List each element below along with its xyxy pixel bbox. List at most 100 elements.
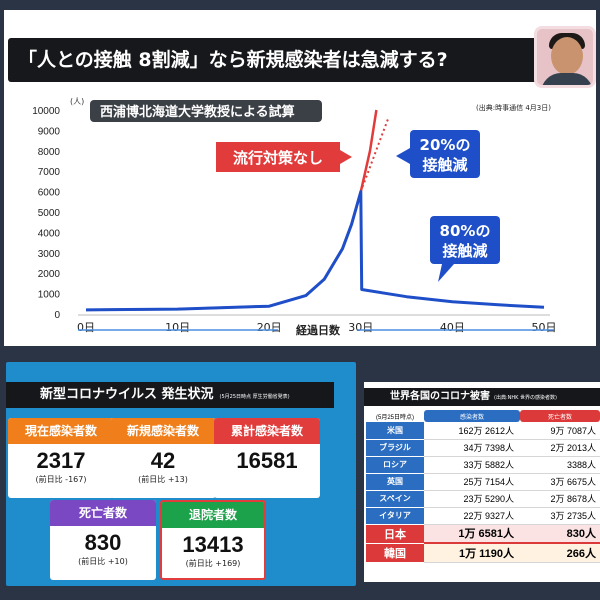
source-note: (出典:時事通信 4月3日) <box>476 103 551 112</box>
deaths-cell: 3万 2735人 <box>520 507 600 525</box>
country-cell: 米国 <box>366 422 424 440</box>
status-title: 新型コロナウイルス 発生状況 <box>40 387 214 402</box>
x-tick-label: 50日 <box>532 321 557 334</box>
table-row: 韓国 1万 1190人 266人 <box>366 543 600 563</box>
series-line-1 <box>85 109 378 312</box>
presenter-face <box>551 37 583 75</box>
country-cell: スペイン <box>366 490 424 508</box>
table-row: 米国 162万 2612人 9万 7087人 <box>366 422 600 440</box>
y-tick-label: 6000 <box>38 188 61 199</box>
chart-series <box>85 109 545 312</box>
card-value: 830 <box>84 530 122 555</box>
infected-cell: 25万 7154人 <box>424 473 520 491</box>
country-cell: 日本 <box>366 524 424 544</box>
deaths-cell: 2万 2013人 <box>520 439 600 457</box>
card-value: 2317 <box>36 448 86 473</box>
country-cell: ロシア <box>366 456 424 474</box>
y-tick-label: 4000 <box>38 228 61 239</box>
y-tick-label: 2000 <box>38 269 61 280</box>
country-cell: 英国 <box>366 473 424 491</box>
deaths-cell: 2万 8678人 <box>520 490 600 508</box>
series-line-3 <box>85 190 545 312</box>
chart-title-banner <box>90 100 322 122</box>
card-deaths: 死亡者数 830 (前日比 +10) <box>50 500 156 580</box>
status-as-of: (5月25日時点 厚生労働省発表) <box>219 394 290 400</box>
col-infected-header: 感染者数 <box>424 410 520 422</box>
card-change: (前日比 -167) <box>35 475 87 484</box>
annotation-20-box <box>410 130 480 178</box>
card-label: 死亡者数 <box>50 500 156 526</box>
y-tick-label: 5000 <box>38 208 61 219</box>
card-new-infected: 新規感染者数 42 (前日比 +13) <box>110 418 216 498</box>
country-cell: ブラジル <box>366 439 424 457</box>
y-axis-unit: (人) <box>70 97 84 106</box>
series-line-2 <box>359 117 390 192</box>
infection-chart: 西浦博北海道大学教授による試算 (出典:時事通信 4月3日) (人) 0 1000… <box>32 97 557 337</box>
domestic-status-panel: 新型コロナウイルス 発生状況 (5月25日時点 厚生労働省発表) 現在感染者数 2… <box>6 362 356 586</box>
y-tick-label: 1000 <box>38 290 61 301</box>
infected-cell: 162万 2612人 <box>424 422 520 440</box>
world-damage-panel: 世界各国のコロナ被害 (出典:NHK 世界の感染者数) (5月25日時点) 感染者… <box>364 382 600 582</box>
card-change: (前日比 +13) <box>138 475 188 484</box>
status-title-bar: 新型コロナウイルス 発生状況 (5月25日時点 厚生労働省発表) <box>6 382 334 408</box>
table-row: イタリア 22万 9327人 3万 2735人 <box>366 507 600 525</box>
world-table-header: (5月25日時点) 感染者数 死亡者数 <box>366 410 600 422</box>
annotation-20-line1: 20%の <box>420 136 471 154</box>
annotation-80-line2: 接触減 <box>442 242 487 260</box>
table-row: 日本 1万 6581人 830人 <box>366 524 600 544</box>
card-label: 累計感染者数 <box>214 418 320 444</box>
country-cell: イタリア <box>366 507 424 525</box>
infected-cell: 23万 5290人 <box>424 490 520 508</box>
card-value: 16581 <box>236 448 298 473</box>
world-title-bar: 世界各国のコロナ被害 (出典:NHK 世界の感染者数) <box>364 388 600 406</box>
annotation-80-box <box>430 216 500 264</box>
presenter-avatar <box>534 26 596 88</box>
x-tick-label: 10日 <box>165 321 190 334</box>
card-label: 退院者数 <box>162 502 264 528</box>
deaths-cell: 3万 6675人 <box>520 473 600 491</box>
card-change: (前日比 +169) <box>185 559 241 568</box>
col-deaths-header: 死亡者数 <box>520 410 600 422</box>
presenter-body <box>541 73 593 85</box>
infected-cell: 34万 7398人 <box>424 439 520 457</box>
card-value: 42 <box>150 448 176 473</box>
annotation-no-measures-pointer <box>340 150 352 164</box>
y-tick-label: 9000 <box>38 126 61 137</box>
infected-cell: 33万 5882人 <box>424 456 520 474</box>
y-tick-labels: 0 1000 2000 3000 4000 5000 6000 7000 8000 9000 100… <box>32 106 60 321</box>
annotation-20-line2: 接触減 <box>422 156 467 174</box>
card-label: 新規感染者数 <box>110 418 216 444</box>
x-tick-label: 30日 <box>348 321 373 334</box>
x-tick-label: 40日 <box>440 321 465 334</box>
card-change: (前日比 +10) <box>78 557 128 566</box>
world-source: (出典:NHK 世界の感染者数) <box>494 395 557 401</box>
deaths-cell: 9万 7087人 <box>520 422 600 440</box>
chart-slide: 「人との接触 8割減」なら新規感染者は急減する? 西浦博北海道大学教授による試算… <box>4 10 596 346</box>
card-label: 現在感染者数 <box>8 418 114 444</box>
annotation-20-pointer <box>396 148 410 164</box>
deaths-cell: 830人 <box>520 524 600 544</box>
world-title: 世界各国のコロナ被害 <box>390 391 490 402</box>
annotation-no-measures-box <box>216 142 340 172</box>
table-row: ブラジル 34万 7398人 2万 2013人 <box>366 439 600 457</box>
country-cell: 韓国 <box>366 543 424 563</box>
y-tick-label: 0 <box>54 310 60 321</box>
y-tick-label: 3000 <box>38 249 61 260</box>
card-current-infected: 現在感染者数 2317 (前日比 -167) <box>8 418 114 498</box>
table-row: 英国 25万 7154人 3万 6675人 <box>366 473 600 491</box>
annotation-80-pointer <box>438 264 454 282</box>
world-table: (5月25日時点) 感染者数 死亡者数 米国 162万 2612人 9万 7087人… <box>366 410 600 563</box>
card-discharged: 退院者数 13413 (前日比 +169) <box>160 500 266 580</box>
y-tick-label: 8000 <box>38 147 61 158</box>
infected-cell: 22万 9327人 <box>424 507 520 525</box>
deaths-cell: 3388人 <box>520 456 600 474</box>
slide-title: 「人との接触 8割減」なら新規感染者は急減する? <box>8 38 548 82</box>
chart-title: 西浦博北海道大学教授による試算 <box>100 104 295 120</box>
world-date: (5月25日時点) <box>375 414 414 421</box>
deaths-cell: 266人 <box>520 543 600 563</box>
table-row: ロシア 33万 5882人 3388人 <box>366 456 600 474</box>
annotation-80-line1: 80%の <box>440 222 491 240</box>
infected-cell: 1万 6581人 <box>424 524 520 544</box>
card-value: 13413 <box>182 532 244 557</box>
annotation-no-measures: 流行対策なし <box>233 149 323 167</box>
